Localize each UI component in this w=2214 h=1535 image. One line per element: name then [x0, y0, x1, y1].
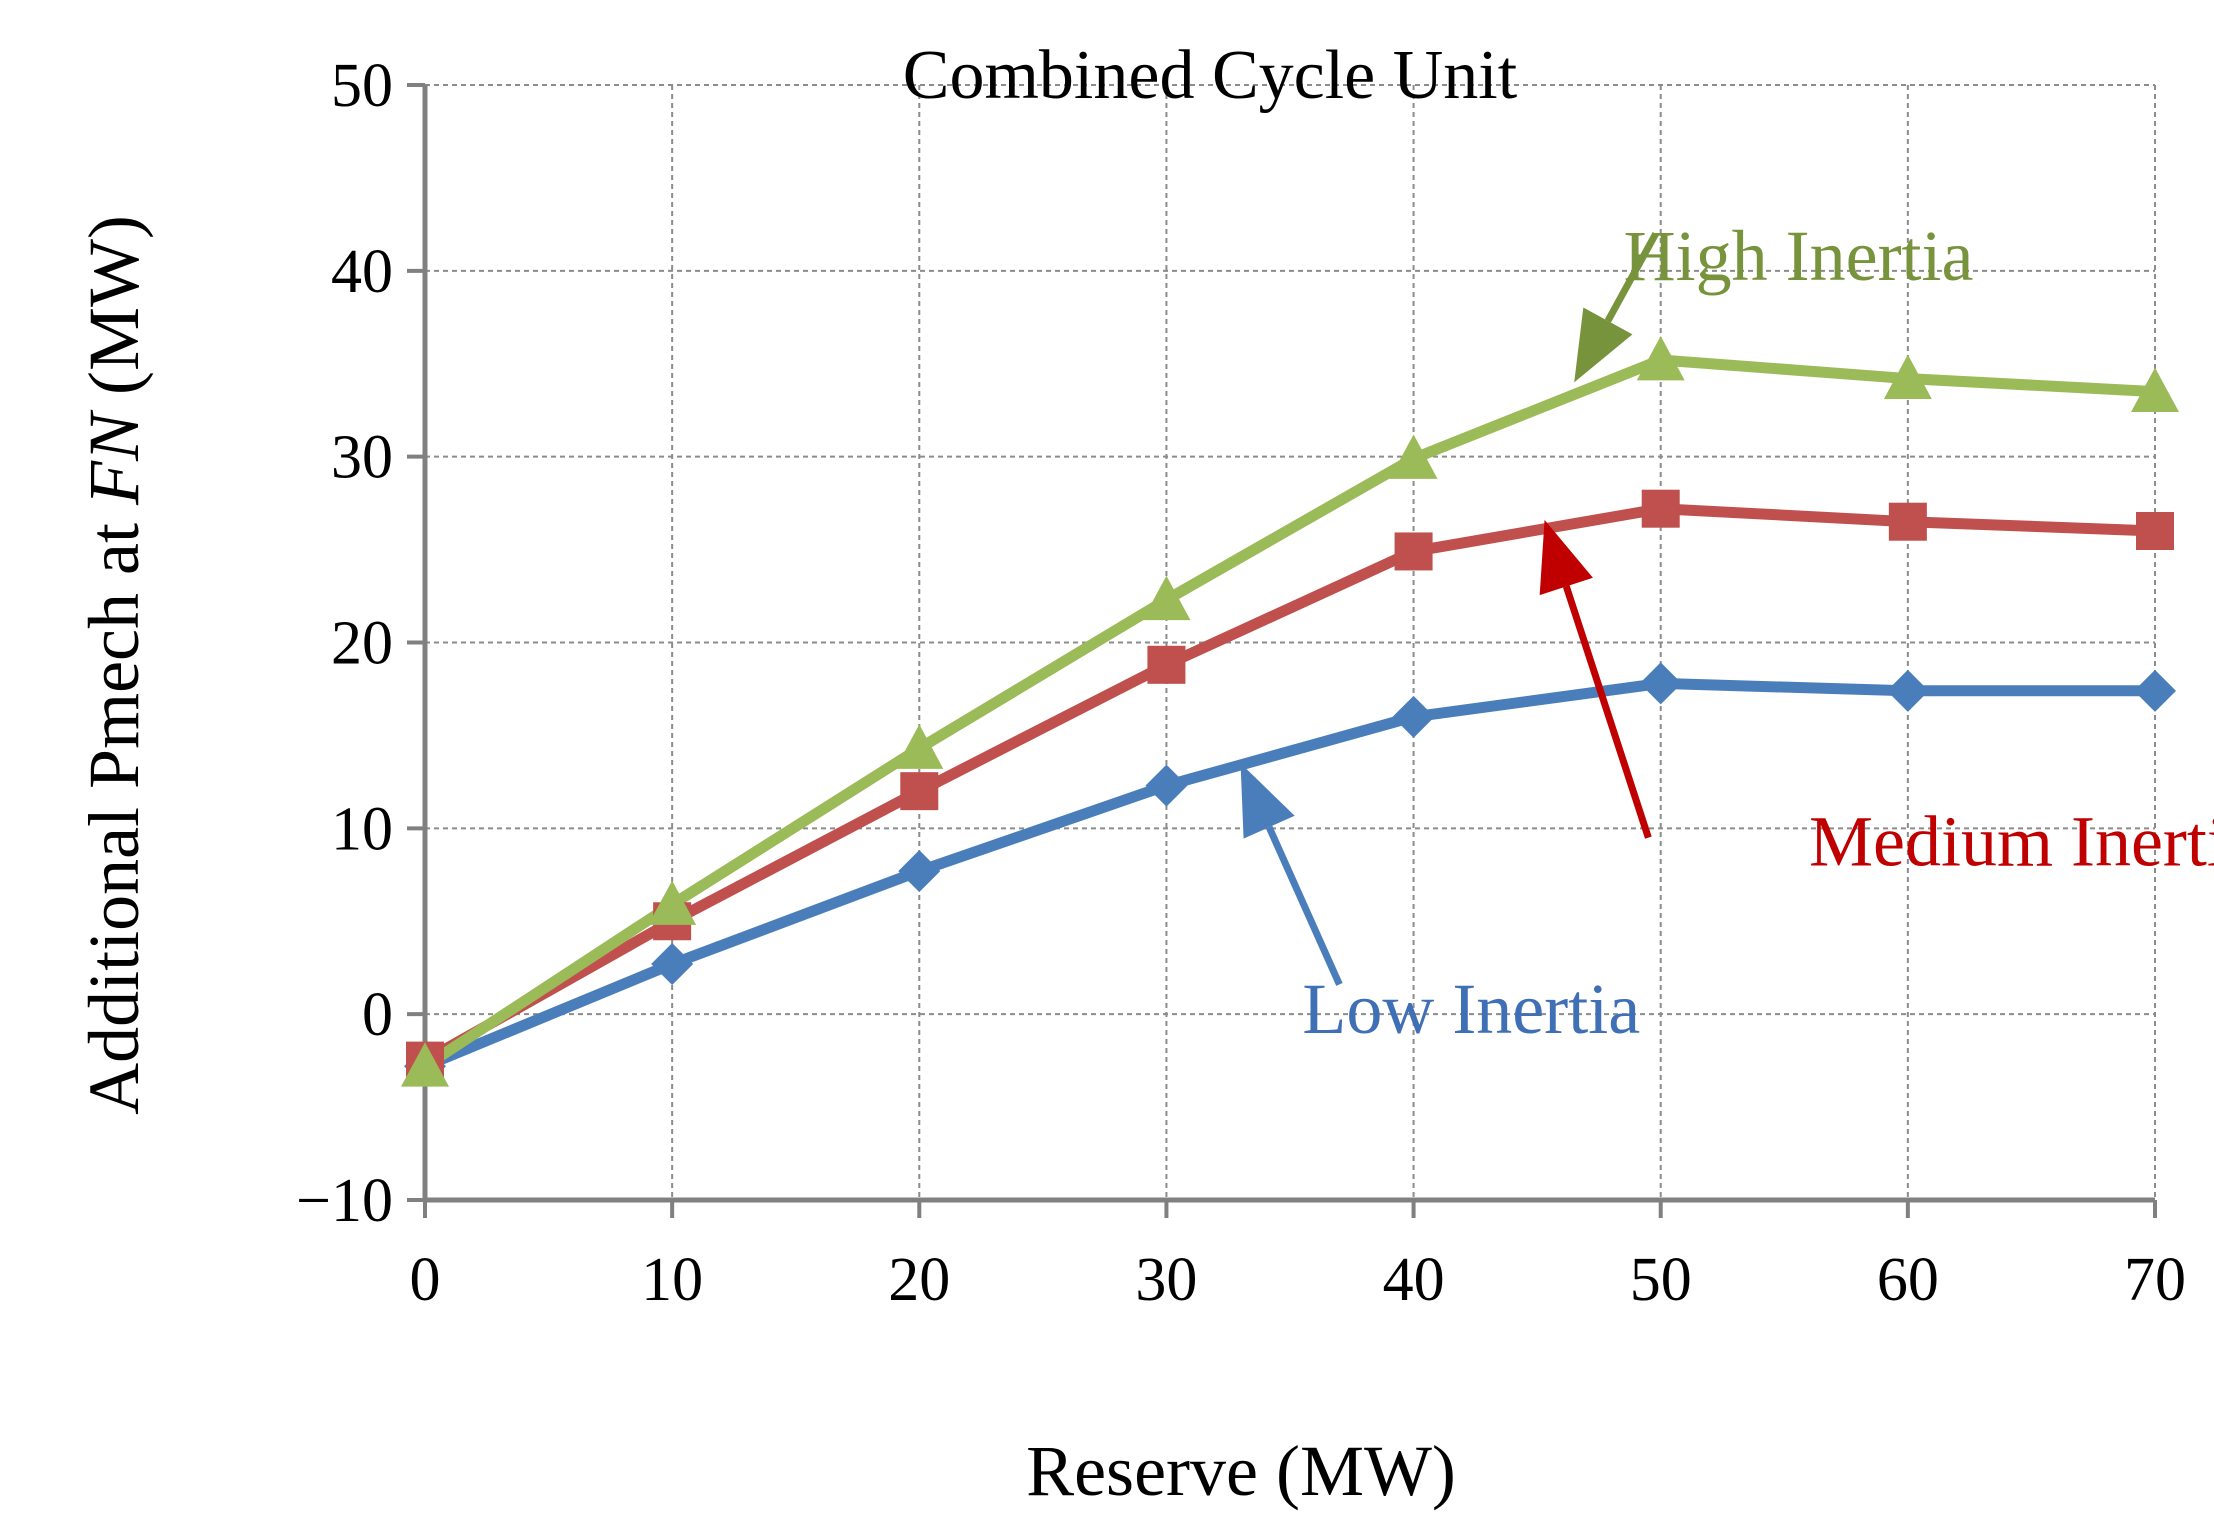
point-high — [1389, 434, 1438, 479]
y-axis-title: Additional Pmech at FN (MW) — [74, 215, 154, 1115]
series-line-medium — [419, 503, 2161, 1067]
y-axis-title-italic: FN — [74, 409, 154, 506]
point-low — [2134, 669, 2176, 712]
grid-layer — [425, 84, 2156, 1200]
point-high — [648, 880, 697, 925]
y-tick-label: 40 — [331, 238, 393, 306]
y-axis-title-prefix: Additional Pmech at — [74, 505, 154, 1115]
x-tick-label: 20 — [888, 1246, 950, 1314]
point-high — [895, 724, 944, 769]
point-medium — [1394, 532, 1433, 571]
arrow-high-head — [1574, 307, 1633, 383]
arrow-medium-shaft — [1562, 585, 1652, 839]
arrow-medium-head — [1539, 519, 1593, 596]
series-line-low — [419, 677, 2161, 1072]
point-low — [1392, 695, 1435, 738]
x-tick-label: 40 — [1383, 1246, 1445, 1314]
x-tick-label: 50 — [1630, 1246, 1692, 1314]
point-high — [1142, 575, 1191, 621]
point-medium — [1147, 645, 1186, 684]
annotation-layer: High Inertia Medium Inertia Low Inertia — [1240, 216, 2214, 1049]
x-tick-label: 70 — [2124, 1246, 2186, 1314]
x-tick-label: 30 — [1135, 1246, 1197, 1314]
arrow-low-shaft — [1265, 825, 1343, 986]
arrow-medium — [1539, 519, 1652, 839]
point-medium — [2136, 512, 2174, 550]
y-tick-label: 50 — [331, 52, 393, 120]
point-high — [1883, 354, 1932, 400]
series-layer — [401, 336, 2179, 1088]
series-label-medium: Medium Inertia — [1809, 802, 2214, 882]
y-axis-title-suffix: (MW) — [74, 215, 154, 413]
x-tick-label: 10 — [641, 1246, 703, 1314]
y-tick-label: −10 — [296, 1167, 393, 1235]
arrow-high — [1574, 231, 1659, 383]
point-high — [1636, 336, 1685, 381]
x-tick-label: 0 — [410, 1246, 441, 1314]
series-label-low: Low Inertia — [1302, 969, 1640, 1049]
point-low — [651, 942, 694, 985]
point-low — [1639, 662, 1682, 705]
point-high — [401, 1042, 449, 1087]
y-tick-label: 10 — [331, 795, 393, 863]
point-low — [1886, 669, 1929, 712]
series-line-high — [419, 354, 2161, 1072]
point-medium — [1888, 502, 1927, 541]
y-tick-label: 30 — [331, 424, 393, 492]
arrow-low-head — [1240, 763, 1295, 839]
x-tick-label: 60 — [1877, 1246, 1939, 1314]
x-axis-title: Reserve (MW) — [1026, 1431, 1456, 1511]
chart-title: Combined Cycle Unit — [903, 37, 1518, 114]
arrow-low — [1240, 763, 1343, 986]
arrow-high-shaft — [1604, 231, 1659, 323]
point-high — [2131, 367, 2179, 413]
y-tick-label: 0 — [362, 981, 393, 1049]
point-low — [1145, 764, 1188, 807]
point-medium — [900, 772, 939, 811]
series-label-high: High Inertia — [1624, 216, 1974, 296]
point-medium — [1641, 489, 1680, 528]
y-tick-label: 20 — [331, 610, 393, 678]
point-low — [898, 850, 941, 893]
